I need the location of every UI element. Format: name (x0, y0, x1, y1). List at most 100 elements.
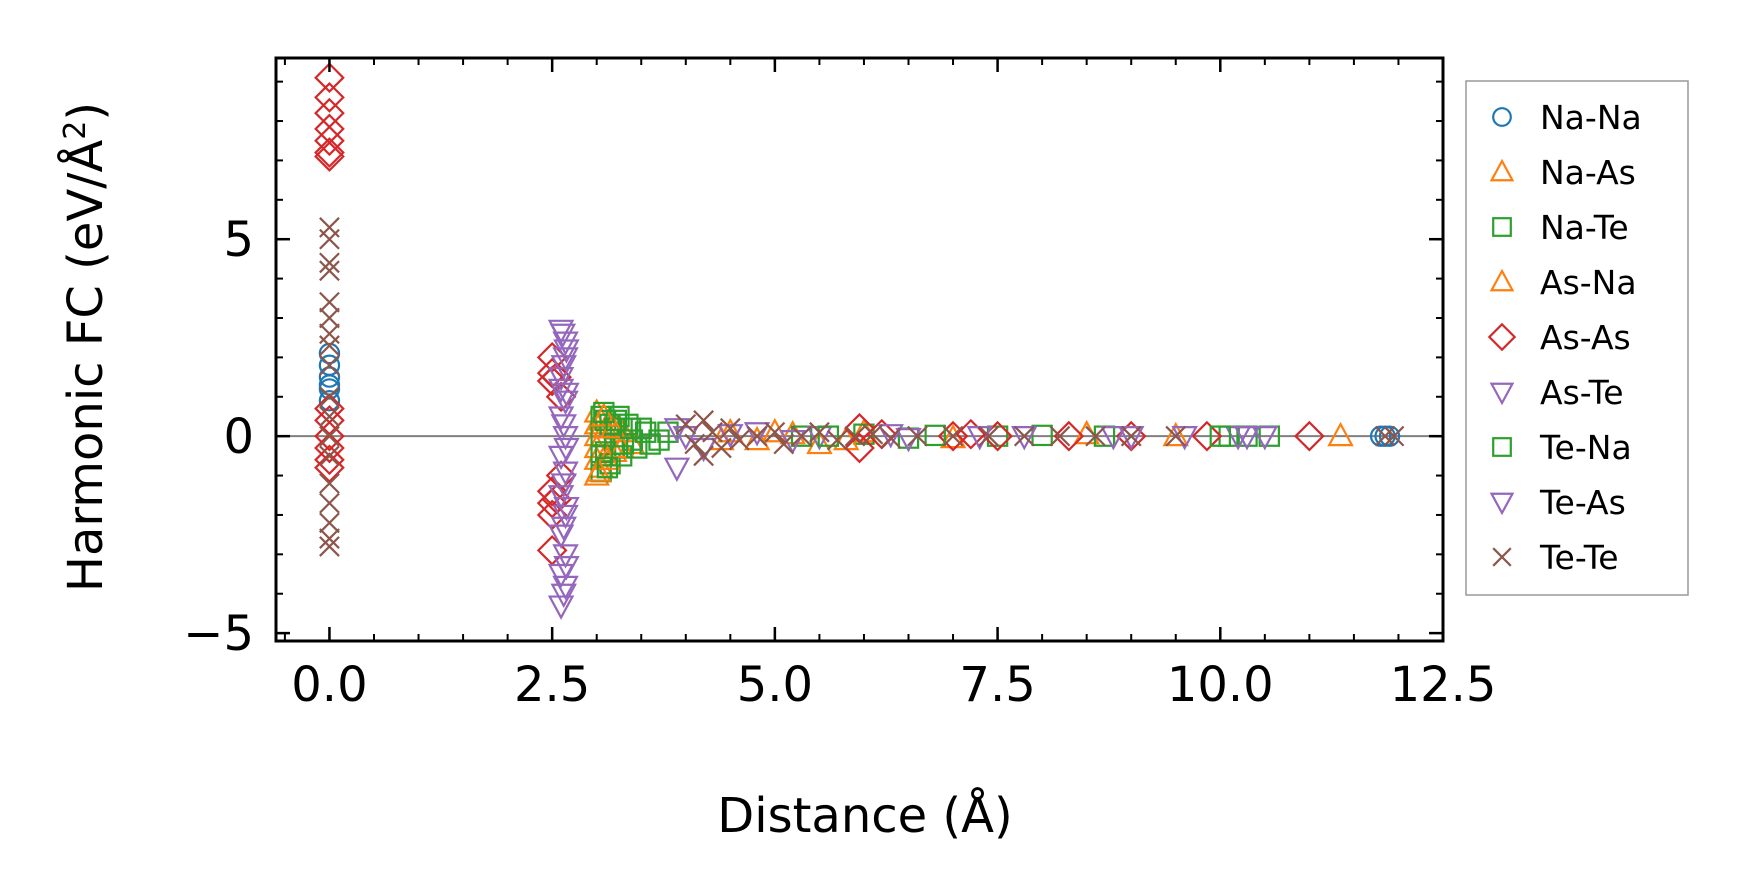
axes-layer (274, 56, 1445, 643)
point-te-as (550, 516, 577, 542)
legend-marker-na-te (1492, 217, 1512, 237)
x-tick-label: 12.5 (1390, 657, 1497, 713)
point-te-te (693, 410, 714, 431)
point-na-as (806, 429, 833, 455)
point-as-as (955, 418, 987, 450)
point-te-te (319, 425, 340, 447)
point-as-as (314, 432, 345, 464)
point-as-te (547, 524, 575, 549)
legend-label: Na-Te (1540, 208, 1629, 247)
point-na-te (1031, 424, 1053, 447)
legend-item-as-na: As-Na (1489, 263, 1637, 302)
point-as-as (1191, 420, 1223, 452)
point-te-as (550, 355, 577, 380)
legend-marker-te-na (1492, 437, 1512, 457)
point-as-te (552, 426, 579, 451)
legend-item-na-as: Na-As (1489, 153, 1636, 192)
point-te-te (693, 445, 714, 467)
point-na-as (717, 417, 744, 443)
point-na-na (318, 366, 341, 388)
point-te-as (549, 323, 577, 349)
point-te-te (1085, 425, 1106, 447)
x-tick-label: 10.0 (1167, 657, 1274, 713)
point-as-te (547, 406, 575, 431)
point-te-te (319, 291, 340, 313)
legend-label: As-Na (1540, 263, 1637, 302)
point-na-as (1162, 421, 1189, 447)
point-te-te (684, 433, 706, 455)
ticks-layer: 0.0 2.5 5.0 7.5 10.0 12.5 −5 0 5 (183, 58, 1496, 713)
point-as-te (1117, 426, 1145, 451)
point-te-te (1165, 425, 1187, 447)
y-tick-label: −5 (183, 606, 254, 662)
point-te-te (319, 528, 340, 549)
point-te-as (553, 556, 580, 581)
point-te-te (319, 536, 340, 557)
point-na-na (1378, 425, 1401, 447)
point-as-as (314, 62, 345, 94)
point-as-te (663, 457, 691, 482)
point-as-as (541, 483, 572, 515)
point-te-as (743, 422, 771, 447)
point-as-te (552, 461, 579, 486)
legend-label: Te-Na (1539, 428, 1632, 467)
x-tick-label: 0.0 (291, 657, 367, 713)
point-te-as (553, 437, 580, 463)
legend-marker-as-te (1489, 382, 1515, 406)
point-te-as (550, 473, 577, 498)
x-tick-label: 7.5 (959, 657, 1035, 713)
point-te-as (550, 414, 577, 439)
legend-label: As-As (1540, 318, 1631, 357)
point-as-as (1294, 420, 1325, 452)
point-te-te (1374, 425, 1396, 447)
point-te-as (553, 339, 580, 364)
x-tick-label: 2.5 (514, 657, 590, 713)
legend-marker-te-te (1492, 547, 1512, 567)
point-te-te (791, 425, 812, 447)
point-te-na (634, 421, 657, 443)
point-as-te (547, 485, 575, 510)
legend-label: As-Te (1540, 373, 1624, 412)
y-tick-label: 5 (223, 212, 254, 268)
point-as-as (314, 444, 345, 476)
point-as-as (314, 141, 345, 172)
point-te-te (1049, 425, 1071, 447)
point-te-as (553, 496, 580, 522)
point-na-na (318, 390, 341, 412)
y-axis-label-main: Harmonic FC (eV/Å (57, 140, 114, 593)
point-as-as (314, 137, 345, 168)
point-as-as (314, 452, 345, 484)
legend-marker-na-na (1492, 107, 1512, 127)
point-as-te (552, 504, 579, 530)
point-te-te (675, 413, 697, 435)
point-te-te (319, 252, 340, 274)
point-as-te (547, 378, 575, 404)
point-as-te (552, 544, 579, 569)
point-te-te (319, 512, 340, 534)
legend: Na-Na Na-As Na-Te As-Na As-As As-Te Te-Na Te-As… (1465, 80, 1689, 596)
legend-label: Te-As (1539, 483, 1626, 522)
marks-layer (314, 62, 1405, 620)
point-as-te (552, 390, 579, 416)
point-te-te (319, 307, 340, 329)
plot-frame (274, 56, 1445, 643)
point-te-te (319, 445, 340, 467)
point-te-te (746, 425, 768, 447)
y-axis-label-close: ) (58, 102, 114, 121)
point-te-te (880, 427, 902, 449)
series-as-as (314, 62, 1325, 566)
legend-label: Na-As (1540, 153, 1636, 192)
legend-item-te-as: Te-As (1489, 483, 1626, 522)
legend-marker-te-as (1489, 492, 1515, 516)
point-te-te (319, 473, 340, 494)
point-te-as (663, 418, 691, 443)
point-te-na (817, 425, 840, 447)
point-te-as (1100, 426, 1127, 451)
point-te-te (826, 429, 848, 451)
point-te-te (319, 406, 340, 427)
point-te-te (319, 260, 340, 282)
point-te-te (319, 335, 340, 356)
point-as-as (314, 125, 345, 157)
